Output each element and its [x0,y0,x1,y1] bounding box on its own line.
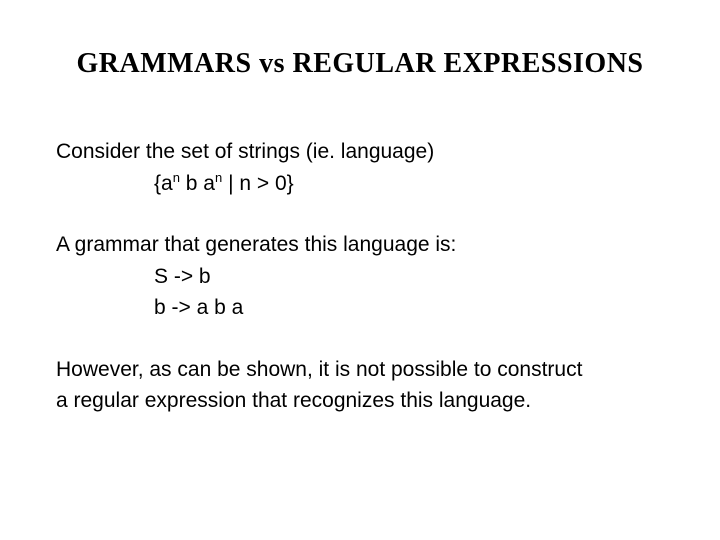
slide-title: GRAMMARS vs REGULAR EXPRESSIONS [56,48,664,80]
para3-line1: However, as can be shown, it is not poss… [56,354,664,386]
grammar-rule-2: b -> a b a [56,292,664,324]
paragraph-3: However, as can be shown, it is not poss… [56,354,664,417]
grammar-rule-1: S -> b [56,261,664,293]
para2-lead: A grammar that generates this language i… [56,229,664,261]
set-open: {a [154,172,173,195]
para1-lead: Consider the set of strings (ie. languag… [56,136,664,168]
set-bar: | [222,172,239,195]
slide: GRAMMARS vs REGULAR EXPRESSIONS Consider… [0,0,720,540]
set-cond: n > 0} [239,172,293,195]
set-mid1: b a [180,172,215,195]
paragraph-2: A grammar that generates this language i… [56,229,664,324]
superscript-n-1: n [173,170,180,185]
paragraph-1: Consider the set of strings (ie. languag… [56,136,664,199]
para3-line2: a regular expression that recognizes thi… [56,385,664,417]
para1-set: {an b an | n > 0} [56,168,664,200]
